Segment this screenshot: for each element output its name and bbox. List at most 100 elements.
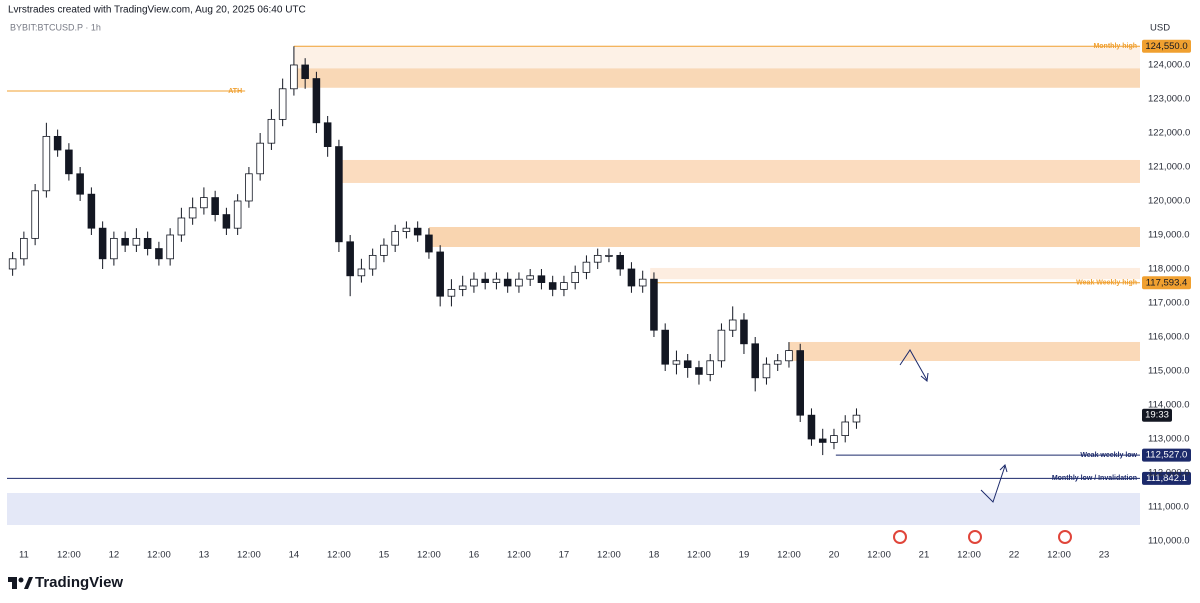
candle-body <box>605 254 613 257</box>
arrow-down <box>899 349 928 381</box>
candle-body <box>76 173 84 195</box>
candle-body <box>53 135 62 151</box>
candle-body <box>683 360 692 368</box>
level-label: Monthly high <box>1093 43 1137 50</box>
candle-body <box>31 190 39 239</box>
candle-body <box>706 360 714 375</box>
candle-body <box>143 237 152 249</box>
zone <box>293 68 1141 88</box>
candle-body <box>672 360 681 365</box>
x-tick-label: 12:00 <box>507 550 531 561</box>
x-tick-label: 12:00 <box>237 550 261 561</box>
candle-body <box>807 414 816 440</box>
candle-body <box>233 200 242 229</box>
level-label: Weak weekly low <box>1080 452 1137 459</box>
candle-body <box>98 227 107 260</box>
price-tag <box>1142 39 1191 53</box>
candle-body <box>773 360 782 365</box>
zone <box>650 267 1140 280</box>
brand: TradingView <box>35 574 123 591</box>
candle-body <box>357 268 366 277</box>
candle-body <box>87 193 96 229</box>
credit: Lvrstrades created with TradingView.com,… <box>8 5 306 16</box>
y-tick-label: 110,000.0 <box>1148 536 1190 547</box>
x-tick-label: 12:00 <box>417 550 441 561</box>
candle-body <box>380 244 388 256</box>
candle-body <box>560 282 568 290</box>
event-flag <box>968 530 982 544</box>
candle-body <box>323 122 332 147</box>
price-tag <box>1142 448 1191 462</box>
x-tick-label: 15 <box>379 550 390 561</box>
candle-body <box>222 214 231 229</box>
candle-body <box>278 88 287 120</box>
axis-unit: USD <box>1150 23 1170 34</box>
candle-body <box>751 343 759 379</box>
y-tick-label: 118,000.0 <box>1148 264 1190 275</box>
candle-body <box>526 275 534 280</box>
x-tick-label: 12:00 <box>777 550 801 561</box>
candle-body <box>515 278 523 287</box>
x-tick-label: 13 <box>199 550 210 561</box>
y-tick-label: 120,000.0 <box>1148 196 1190 207</box>
x-tick-label: 19 <box>739 550 750 561</box>
candle-body <box>110 237 118 260</box>
x-tick-label: 23 <box>1099 550 1110 561</box>
x-tick-label: 12:00 <box>957 550 981 561</box>
candle-body <box>503 278 512 287</box>
candle-body <box>121 237 129 246</box>
candle-body <box>211 197 219 215</box>
candle-body <box>841 421 849 436</box>
x-tick-label: 20 <box>829 550 840 561</box>
level-label: Monthly low / Invalidation <box>1052 475 1137 482</box>
candle-body <box>627 268 636 287</box>
projection-arrows <box>899 349 1008 503</box>
logo-part <box>18 577 24 583</box>
candle-body <box>740 319 748 345</box>
x-tick-label: 12:00 <box>597 550 621 561</box>
levels: ATH Monthly high 124,550.0 Weak Weekly high… <box>7 39 1191 485</box>
y-tick-label: 119,000.0 <box>1148 230 1190 241</box>
y-tick-label: 117,000.0 <box>1148 298 1190 309</box>
candle-body <box>447 288 456 297</box>
candle-body <box>267 118 276 144</box>
candle-body <box>177 217 186 236</box>
y-tick-label: 114,000.0 <box>1148 400 1190 411</box>
y-tick-label: 122,000.0 <box>1148 128 1190 139</box>
x-tick-label: 17 <box>559 550 570 561</box>
candle-body <box>42 135 51 192</box>
zone <box>788 341 1140 361</box>
candle-body <box>852 414 861 423</box>
time-tag-label: 19:33 <box>1145 410 1169 421</box>
candle-body <box>132 237 141 246</box>
level-label: Weak Weekly high <box>1076 280 1137 287</box>
x-tick-label: 18 <box>649 550 660 561</box>
price-tag-label: 117,593.4 <box>1146 277 1188 288</box>
x-tick-label: 12:00 <box>1047 550 1071 561</box>
candle-body <box>256 142 264 175</box>
y-tick-label: 113,000.0 <box>1148 434 1190 445</box>
event-flag <box>1058 530 1072 544</box>
candle-body <box>492 278 501 283</box>
x-tick-label: 12:00 <box>57 550 81 561</box>
candle-body <box>20 237 28 260</box>
candle-body <box>301 64 309 79</box>
candle-body <box>481 278 489 283</box>
candle-body <box>548 282 557 290</box>
zone <box>338 159 1140 183</box>
candle-body <box>335 146 343 243</box>
event-flags <box>893 530 1072 544</box>
candle-body <box>582 261 591 273</box>
candle-body <box>155 248 163 260</box>
x-tick-label: 12:00 <box>327 550 351 561</box>
candle-body <box>638 278 647 287</box>
candle-body <box>402 227 411 232</box>
price-tag-label: 111,842.1 <box>1146 473 1187 484</box>
candle-body <box>312 78 321 124</box>
candle-body <box>785 350 793 362</box>
candle-body <box>8 258 17 270</box>
candle-body <box>458 285 467 290</box>
y-tick-label: 111,000.0 <box>1148 502 1189 513</box>
